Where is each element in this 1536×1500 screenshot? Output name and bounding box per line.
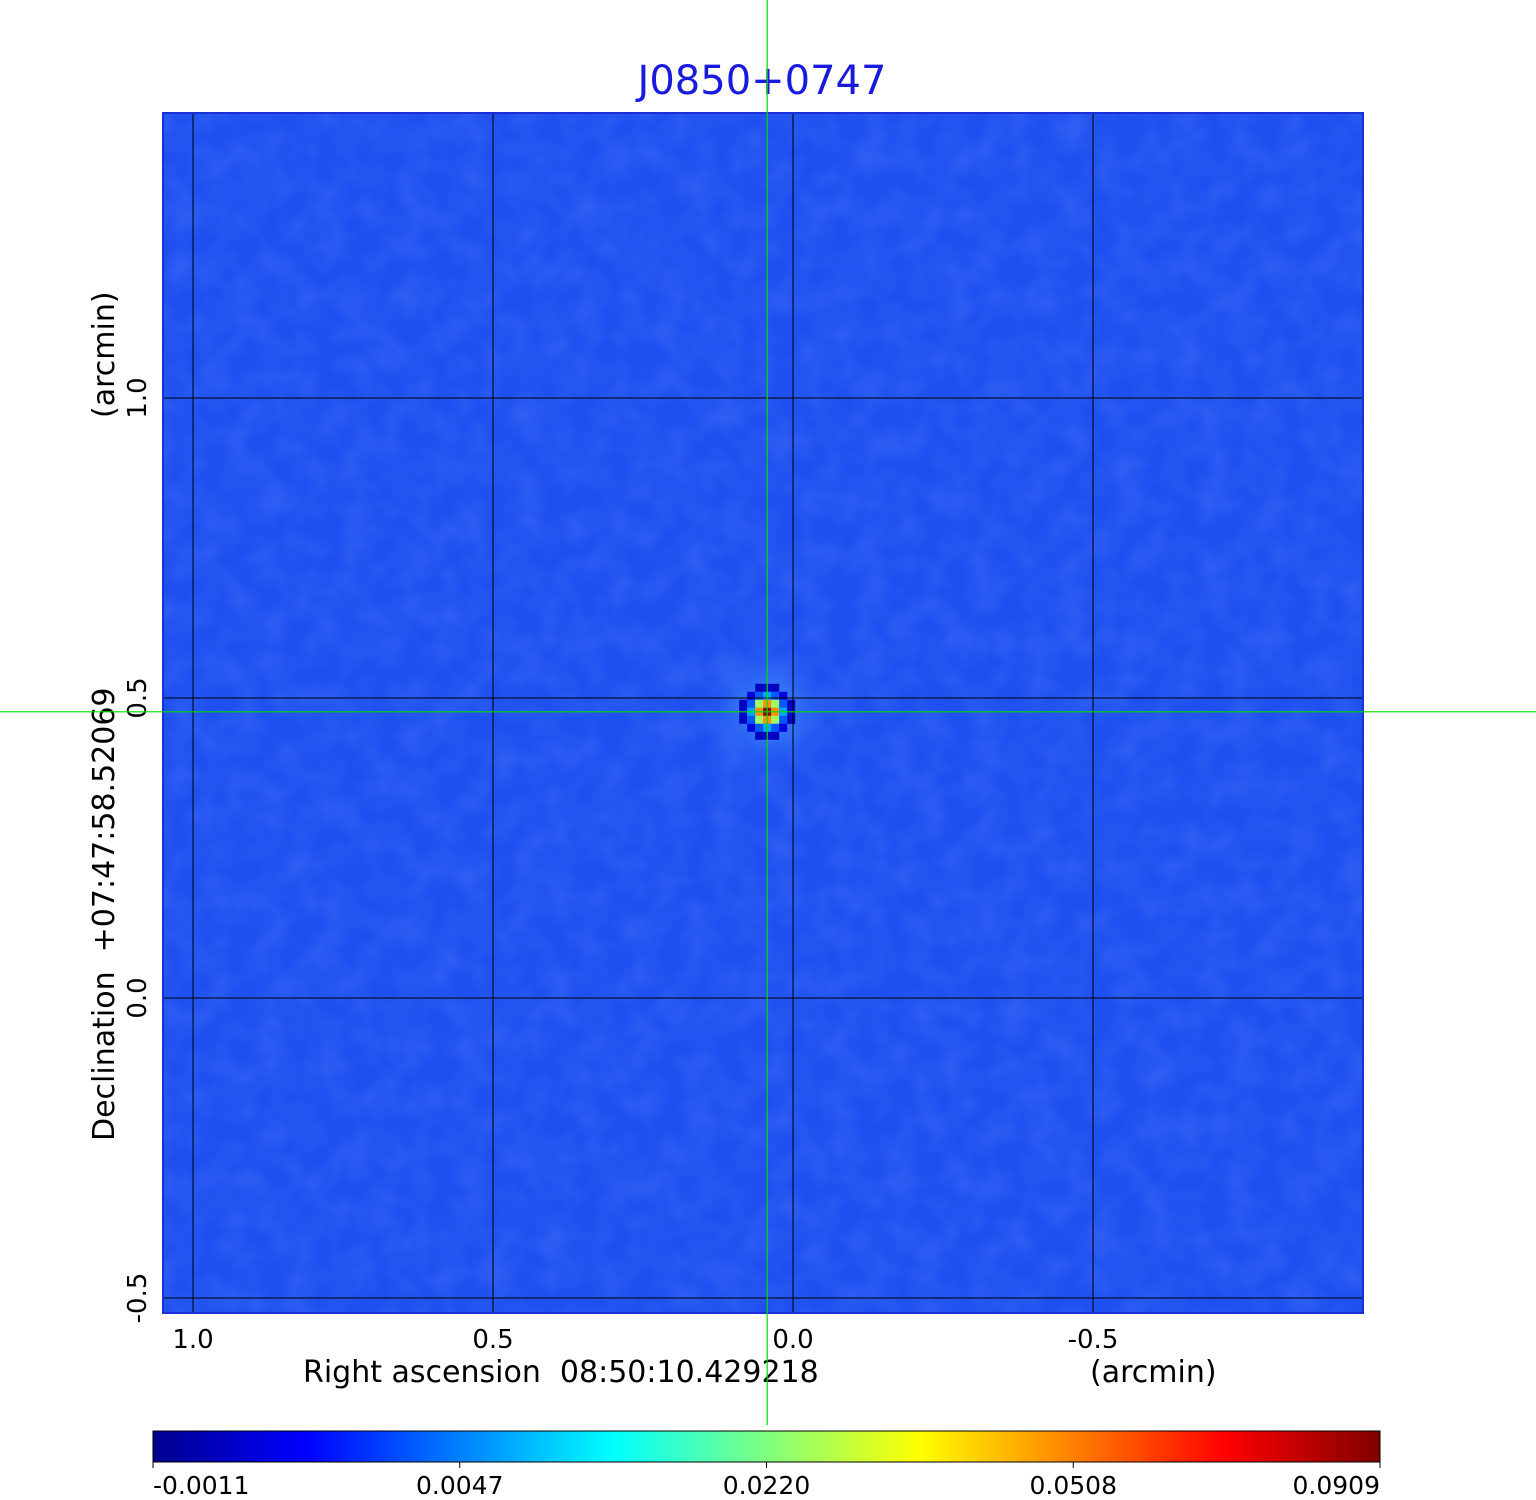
source-pixel xyxy=(779,699,788,708)
source-pixel xyxy=(739,699,748,708)
colorbar-tick-label: 0.0909 xyxy=(1293,1471,1380,1500)
source-pixel xyxy=(755,691,764,700)
source-pixel xyxy=(747,715,756,724)
y-tick-labels: 1.0 0.5 0.0 -0.5 xyxy=(123,377,153,1323)
source-pixel xyxy=(755,731,764,740)
source-pixel xyxy=(739,715,748,724)
source-pixel xyxy=(755,683,764,692)
x-tick-label: 0.5 xyxy=(472,1325,513,1355)
coordinate-grid xyxy=(163,113,1363,1313)
colorbar-tick-label: 0.0047 xyxy=(416,1471,503,1500)
chart-title: J0850+0747 xyxy=(635,58,887,104)
colorbar-tick-label: 0.0220 xyxy=(723,1471,810,1500)
y-tick-label: -0.5 xyxy=(123,1273,153,1324)
x-axis-unit: (arcmin) xyxy=(1090,1355,1217,1390)
source-pixel xyxy=(779,691,788,700)
source-pixel xyxy=(771,691,780,700)
source-pixel xyxy=(787,699,796,708)
source-pixel xyxy=(787,715,796,724)
source-pixel xyxy=(747,691,756,700)
source-pixel xyxy=(771,723,780,732)
source-pixel xyxy=(755,699,764,708)
y-axis-unit: (arcmin) xyxy=(87,291,122,418)
y-tick-label: 0.0 xyxy=(123,977,153,1018)
colorbar xyxy=(152,1430,1381,1463)
colorbar-tick-label: 0.0508 xyxy=(1030,1471,1117,1500)
source-pixel xyxy=(755,715,764,724)
source-pixel xyxy=(771,715,780,724)
source-pixel xyxy=(771,731,780,740)
colorbar-tick-label: -0.0011 xyxy=(153,1471,250,1500)
x-axis-label: Right ascension 08:50:10.429218 xyxy=(303,1355,819,1390)
colorbar-ticks: -0.0011 0.0047 0.0220 0.0508 0.0909 xyxy=(152,1462,1381,1500)
x-tick-label: 1.0 xyxy=(172,1325,213,1355)
x-tick-label: 0.0 xyxy=(772,1325,813,1355)
source-pixel xyxy=(755,723,764,732)
x-tick-labels: 1.0 0.5 0.0 -0.5 xyxy=(172,1325,1118,1355)
y-axis-label: Declination +07:47:58.52069 xyxy=(87,687,122,1141)
image-border xyxy=(162,112,1364,1314)
source-pixel xyxy=(747,723,756,732)
x-tick-label: -0.5 xyxy=(1068,1325,1119,1355)
source-pixel xyxy=(771,683,780,692)
y-tick-label: 0.5 xyxy=(123,677,153,718)
image-plot-area xyxy=(163,113,1363,1313)
y-tick-label: 1.0 xyxy=(123,377,153,418)
source-pixel xyxy=(779,715,788,724)
source-pixel xyxy=(747,699,756,708)
source-pixel xyxy=(771,699,780,708)
source-pixel xyxy=(779,723,788,732)
